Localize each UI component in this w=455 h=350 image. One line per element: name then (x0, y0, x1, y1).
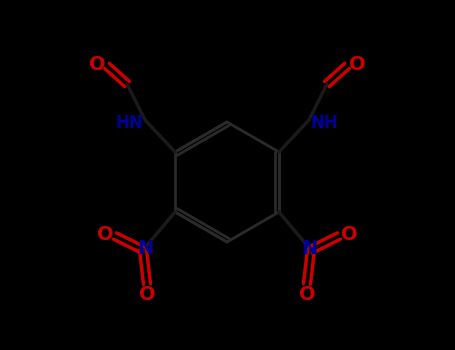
Text: N: N (301, 238, 317, 258)
Text: O: O (139, 285, 155, 303)
Text: O: O (341, 224, 357, 244)
Text: O: O (298, 285, 315, 303)
Text: N: N (137, 238, 153, 258)
Text: NH: NH (311, 114, 339, 132)
Text: HN: HN (115, 114, 143, 132)
Text: O: O (97, 224, 113, 244)
Text: O: O (349, 55, 365, 74)
Text: O: O (89, 55, 106, 74)
